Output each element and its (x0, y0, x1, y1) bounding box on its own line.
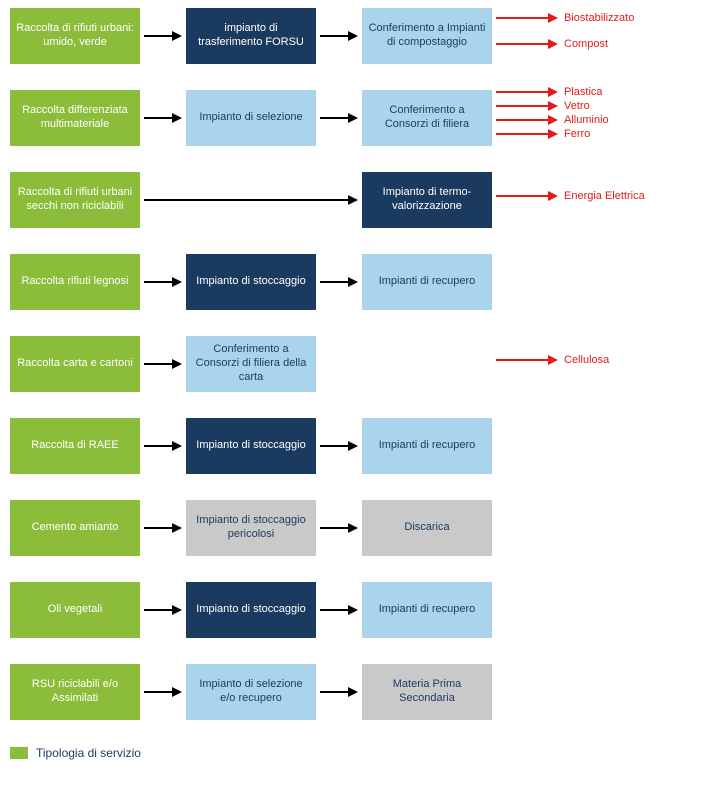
flow-box: Raccolta rifiuti legnosi (10, 254, 140, 310)
arrow-right-icon (140, 582, 186, 638)
flow-box: Raccolta di rifiuti urbani secchi non ri… (10, 172, 140, 228)
flow-box: Raccolta carta e cartoni (10, 336, 140, 392)
flow-box: Impianto di stoccaggio (186, 254, 316, 310)
flow-box: Oli vegetali (10, 582, 140, 638)
output-label: Vetro (564, 99, 590, 113)
output-label: Ferro (564, 127, 590, 141)
arrow-right-icon (316, 90, 362, 146)
flow-box: Impianti di recupero (362, 582, 492, 638)
arrow-right-icon (140, 664, 186, 720)
output-label: Biostabilizzato (564, 11, 634, 25)
flow-box: impianto di trasferimento FORSU (186, 8, 316, 64)
output-label: Plastica (564, 85, 603, 99)
flow-row: Raccolta di rifiuti urbani: umido, verde… (10, 8, 708, 64)
arrow-right-icon (140, 336, 186, 392)
arrow-right-icon (140, 254, 186, 310)
flow-box: RSU riciclabili e/o Assimilati (10, 664, 140, 720)
flow-box: Impianto di stoccaggio (186, 582, 316, 638)
flow-row: Oli vegetali Impianto di stoccaggio Impian… (10, 582, 708, 638)
output-arrow-icon (496, 189, 558, 203)
outputs: Biostabilizzato Compost (496, 8, 646, 64)
arrow-right-icon (316, 582, 362, 638)
flow-box: Materia Prima Secondaria (362, 664, 492, 720)
flow-row: RSU riciclabili e/o Assimilati Impianto d… (10, 664, 708, 720)
flow-box: Impianto di termo- valorizzazione (362, 172, 492, 228)
outputs: Energia Elettrica (496, 172, 646, 228)
output-label: Energia Elettrica (564, 189, 645, 203)
output-arrow-icon (496, 11, 558, 25)
flow-box: Impianto di selezione (186, 90, 316, 146)
flow-box: Impianti di recupero (362, 254, 492, 310)
flow-box: Conferimento a Consorzi di filiera (362, 90, 492, 146)
output-arrow-icon (496, 85, 558, 99)
output-arrow-icon (496, 127, 558, 141)
output-label: Compost (564, 37, 608, 51)
output-arrow-icon (496, 113, 558, 127)
flow-box: Impianto di stoccaggio pericolosi (186, 500, 316, 556)
arrow-right-icon (140, 8, 186, 64)
arrow-right-icon (140, 90, 186, 146)
flow-row: Raccolta carta e cartoni Conferimento a C… (10, 336, 708, 392)
flow-box: Impianto di selezione e/o recupero (186, 664, 316, 720)
output-label: Alluminio (564, 113, 609, 127)
flow-row: Cemento amianto Impianto di stoccaggio pe… (10, 500, 708, 556)
flow-row: Raccolta differenziata multimateriale Imp… (10, 90, 708, 146)
flow-box: Conferimento a Consorzi di filiera della… (186, 336, 316, 392)
flow-box: Conferimento a Impianti di compostaggio (362, 8, 492, 64)
flow-box: Raccolta di RAEE (10, 418, 140, 474)
flow-box: Impianto di stoccaggio (186, 418, 316, 474)
flowchart-container: Raccolta di rifiuti urbani: umido, verde… (10, 8, 708, 720)
outputs: Cellulosa (496, 336, 646, 392)
arrow-right-icon (316, 336, 362, 392)
output-label: Cellulosa (564, 353, 609, 367)
flow-row: Raccolta di RAEE Impianto di stoccaggio Im… (10, 418, 708, 474)
arrow-right-long-icon (140, 172, 362, 228)
flow-row: Raccolta rifiuti legnosi Impianto di stoc… (10, 254, 708, 310)
output-arrow-icon (496, 99, 558, 113)
output-arrow-icon (496, 353, 558, 367)
flow-row: Raccolta di rifiuti urbani secchi non ri… (10, 172, 708, 228)
arrow-right-icon (140, 500, 186, 556)
outputs: PlasticaVetroAlluminioFerro (496, 90, 646, 146)
flow-box: Impianti di recupero (362, 418, 492, 474)
arrow-right-icon (140, 418, 186, 474)
flow-box: Discarica (362, 500, 492, 556)
flow-box-empty (362, 336, 492, 392)
arrow-right-icon (316, 500, 362, 556)
arrow-right-icon (316, 254, 362, 310)
arrow-right-icon (316, 664, 362, 720)
flow-box: Cemento amianto (10, 500, 140, 556)
arrow-right-icon (316, 418, 362, 474)
output-arrow-icon (496, 37, 558, 51)
legend-swatch (10, 747, 28, 759)
flow-box: Raccolta di rifiuti urbani: umido, verde (10, 8, 140, 64)
legend-text: Tipologia di servizio (36, 746, 141, 760)
arrow-right-icon (316, 8, 362, 64)
legend: Tipologia di servizio (10, 746, 708, 760)
flow-box: Raccolta differenziata multimateriale (10, 90, 140, 146)
